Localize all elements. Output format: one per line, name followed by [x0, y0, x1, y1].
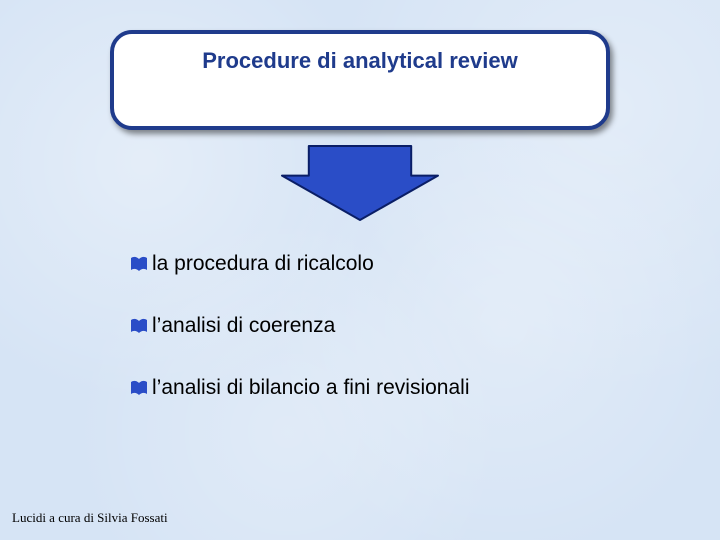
book-icon [130, 255, 148, 273]
bullet-text: l’analisi di bilancio a fini revisionali [152, 376, 470, 400]
book-icon [130, 379, 148, 397]
slide: Procedure di analytical review la proced… [0, 0, 720, 540]
title-text: Procedure di analytical review [202, 48, 517, 74]
footer-credit: Lucidi a cura di Silvia Fossati [12, 510, 168, 526]
list-item: la procedura di ricalcolo [130, 252, 470, 276]
list-item: l’analisi di coerenza [130, 314, 470, 338]
bullet-list: la procedura di ricalcolo l’analisi di c… [130, 252, 470, 438]
list-item: l’analisi di bilancio a fini revisionali [130, 376, 470, 400]
title-box: Procedure di analytical review [110, 30, 610, 130]
bullet-text: la procedura di ricalcolo [152, 252, 374, 276]
arrow-down-icon [280, 144, 440, 222]
bullet-text: l’analisi di coerenza [152, 314, 335, 338]
book-icon [130, 317, 148, 335]
down-arrow [280, 144, 440, 227]
